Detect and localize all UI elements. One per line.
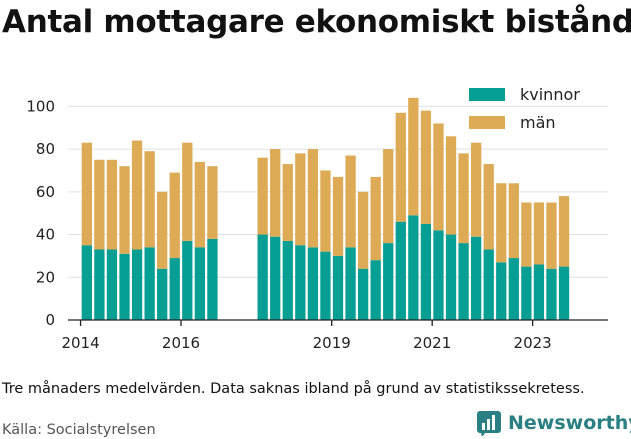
bar-kvinnor [546,268,557,320]
x-axis: 2014 2016 2019 2021 2023 [61,319,608,352]
y-tick-label: 80 [36,140,55,158]
y-tick-label: 60 [36,183,55,201]
bar-kvinnor [533,264,545,320]
bar-kvinnor [282,240,293,320]
bar-kvinnor [332,255,344,320]
bar-man [169,172,180,259]
bar-man [282,164,293,241]
bar-man [533,202,545,265]
bar-man [94,159,105,250]
bar-man [546,202,557,269]
bar-man [320,170,331,252]
bar-kvinnor [496,262,507,320]
legend-swatch [469,88,505,101]
bar-man [119,166,130,254]
bar-kvinnor [408,215,419,320]
bar-man [81,142,92,246]
bar-man [207,166,218,239]
source-credit: Källa: Socialstyrelsen [2,422,156,438]
bar-man [345,155,356,248]
bar-man [496,183,507,263]
bar-man [370,176,381,261]
bar-kvinnor [106,249,118,320]
bar-man [470,142,482,237]
y-tick-label: 20 [36,268,55,286]
bar-kvinnor [144,247,155,320]
bar-kvinnor [81,245,92,320]
brand-logo: Newsworthy [476,409,631,437]
y-axis: 0 20 40 60 80 100 [26,97,55,329]
bar-man [182,142,193,241]
bar-kvinnor [383,243,394,320]
bar-kvinnor [182,240,193,320]
legend: kvinnor män [469,85,580,132]
bar-man [433,123,444,231]
legend-label: kvinnor [520,85,580,104]
x-tick-label: 2014 [61,334,99,352]
bar-man [558,196,570,267]
bar-man [131,140,143,250]
bars [81,97,570,320]
bar-man [106,159,118,250]
x-tick-label: 2023 [514,334,552,352]
brand-name: Newsworthy [508,412,631,434]
y-tick-label: 0 [45,311,55,329]
bar-man [270,149,281,237]
bar-kvinnor [257,234,268,320]
bar-man [144,151,155,248]
bar-man [307,149,319,248]
bar-kvinnor [307,247,319,320]
bar-man [257,157,268,235]
bar-kvinnor [445,234,457,320]
bar-man [295,153,306,246]
bar-kvinnor [483,249,494,320]
x-tick-label: 2021 [413,334,451,352]
bar-kvinnor [169,258,180,320]
bar-man [332,176,344,256]
bar-kvinnor [357,268,369,320]
bar-man [420,110,432,224]
bar-kvinnor [508,258,519,320]
y-tick-label: 100 [26,97,55,115]
bar-kvinnor [270,236,281,320]
bar-man [483,164,494,250]
bar-man [157,191,168,269]
bar-kvinnor [420,223,432,320]
bar-man [395,112,406,222]
x-tick-label: 2019 [313,334,351,352]
bar-kvinnor [207,238,218,320]
chart-note: Tre månaders medelvärden. Data saknas ib… [2,381,585,397]
bar-kvinnor [345,247,356,320]
bar-kvinnor [470,236,482,320]
bar-kvinnor [433,230,444,320]
bar-kvinnor [94,249,105,320]
bar-kvinnor [320,251,331,320]
bar-kvinnor [458,243,469,320]
bar-man [194,161,206,248]
bar-man [408,97,419,216]
bar-kvinnor [194,247,206,320]
bar-kvinnor [395,221,406,320]
bar-kvinnor [295,245,306,320]
legend-label: män [520,113,556,132]
bar-kvinnor [157,268,168,320]
bar-kvinnor [119,253,130,320]
bar-man [445,136,457,235]
bar-man [383,149,394,244]
bar-man [458,153,469,244]
x-tick-label: 2016 [162,334,200,352]
bar-kvinnor [558,266,570,320]
bar-man [357,191,369,269]
bar-man [508,183,519,259]
stacked-bar-chart: 0 20 40 60 80 100 2014 2016 2019 2021 2023 kvinno… [26,85,608,352]
bar-kvinnor [370,260,381,320]
y-tick-label: 40 [36,226,55,244]
legend-swatch [469,116,505,129]
page-title: Antal mottagare ekonomiskt bistånd [2,4,631,40]
bar-man [521,202,532,267]
bar-chart-logo-icon [477,411,501,436]
bar-kvinnor [131,249,143,320]
bar-kvinnor [521,266,532,320]
